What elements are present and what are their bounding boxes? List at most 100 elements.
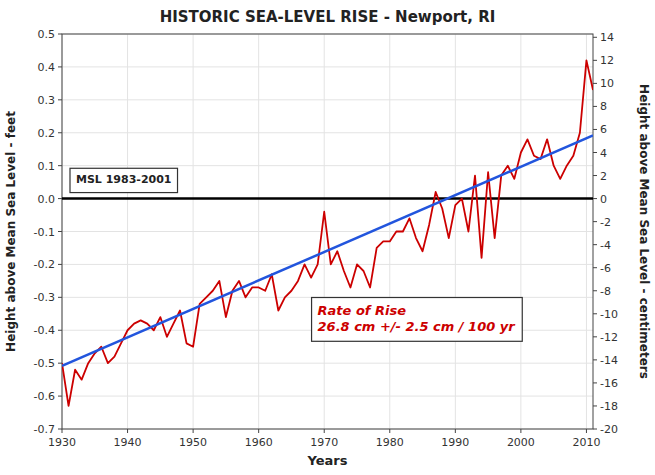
y2-tick [593,129,597,130]
annotations: MSL 1983-2001 Rate of Rise26.8 cm +/- 2.5… [70,168,522,341]
x-tick-label: 1970 [310,436,338,449]
plot-frame [62,34,593,429]
y-tick [58,165,62,166]
y2-tick-label: 8 [600,100,607,113]
y-tick [58,429,62,430]
y2-tick [593,106,597,107]
y2-tick-label: 12 [600,54,614,67]
series-group [62,60,593,406]
y-grid-line [62,363,593,364]
annotation: Rate of Rise26.8 cm +/- 2.5 cm / 100 yr [312,298,523,342]
y-tick [58,297,62,298]
y2-tick [593,405,597,406]
y-tick [58,198,62,199]
x-tick [389,429,390,433]
y-tick [58,231,62,232]
y-tick-label: 0.0 [38,193,56,206]
y-grid-line [62,396,593,397]
y2-tick-label: -18 [600,400,618,413]
x-tick [193,429,194,433]
y2-tick-label: -6 [600,262,611,275]
y2-axis-label: Height above Mean Sea Level - centimeter… [637,84,651,379]
annotation-text: Rate of Rise [318,303,407,318]
x-tick [324,429,325,433]
y-grid-line [62,264,593,265]
y-tick-label: -0.3 [34,291,55,304]
y2-tick [593,359,597,360]
y2-tick [593,175,597,176]
y-tick-label: -0.4 [34,324,55,337]
y-tick [58,66,62,67]
y2-tick-label: 10 [600,77,614,90]
x-tick [520,429,521,433]
y2-tick [593,60,597,61]
y-tick [58,132,62,133]
y2-tick-label: 14 [600,31,614,44]
x-tick-label: 2000 [507,436,535,449]
y-grid-line [62,132,593,133]
y-tick-label: -0.2 [34,258,55,271]
y2-tick-label: 6 [600,123,607,136]
y2-tick-label: -10 [600,308,618,321]
y2-tick [593,198,597,199]
x-tick-label: 2010 [572,436,600,449]
x-tick-label: 1940 [114,436,142,449]
annotation-text: 26.8 cm +/- 2.5 cm / 100 yr [318,319,517,334]
y2-tick [593,152,597,153]
x-tick [127,429,128,433]
y-tick-label: 0.5 [38,28,56,41]
y2-tick [593,290,597,291]
y-tick-label: 0.1 [38,160,56,173]
y2-tick [593,313,597,314]
y-tick-label: 0.4 [38,61,56,74]
y2-tick-label: -20 [600,423,618,436]
y-tick [58,264,62,265]
series-line [62,197,593,200]
annotation-text: MSL 1983-2001 [76,173,172,186]
y2-tick-label: -16 [600,377,618,390]
y2-tick [593,429,597,430]
y-tick [58,396,62,397]
y-grid-line [62,66,593,67]
y-tick [58,99,62,100]
y2-tick [593,336,597,337]
y2-tick-label: 0 [600,193,607,206]
y2-tick-label: -2 [600,216,611,229]
x-axis-label: Years [307,453,348,468]
x-tick-label: 1950 [179,436,207,449]
grid [62,34,593,429]
y-tick-label: 0.3 [38,94,56,107]
axes: 193019401950196019701980199020002010-0.7… [34,28,618,449]
series-line [62,60,593,406]
y2-tick-label: -4 [600,239,611,252]
y2-tick [593,244,597,245]
y2-tick-label: -8 [600,285,611,298]
y2-tick-label: 2 [600,170,607,183]
chart: 193019401950196019701980199020002010-0.7… [0,0,655,475]
y2-tick [593,382,597,383]
annotation: MSL 1983-2001 [70,168,178,192]
y2-tick [593,267,597,268]
x-tick [62,429,63,433]
x-tick-label: 1960 [245,436,273,449]
y2-tick-label: 4 [600,147,607,160]
y2-tick [593,83,597,84]
x-tick [258,429,259,433]
y2-tick [593,221,597,222]
title: HISTORIC SEA-LEVEL RISE - Newport, RI [160,8,496,26]
y-tick-label: -0.1 [34,226,55,239]
y-tick [58,34,62,35]
y-grid-line [62,198,593,199]
y-tick-label: -0.6 [34,390,55,403]
y-axis-label: Height above Mean Sea Level - feet [4,111,18,352]
y-grid-line [62,99,593,100]
y-grid-line [62,165,593,166]
x-tick-label: 1990 [441,436,469,449]
y-tick-label: 0.2 [38,127,56,140]
x-tick [586,429,587,433]
x-tick-label: 1930 [48,436,76,449]
y-tick-label: -0.7 [34,423,55,436]
x-tick [455,429,456,433]
y-tick [58,363,62,364]
x-tick-label: 1980 [376,436,404,449]
